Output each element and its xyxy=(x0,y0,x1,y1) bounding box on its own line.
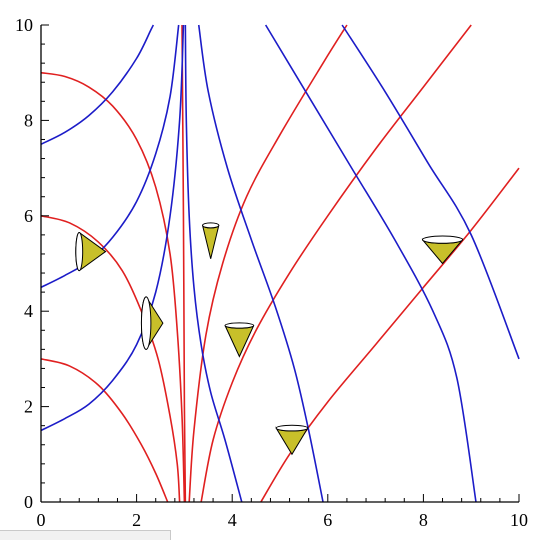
light-cone-4 xyxy=(224,322,255,358)
y-tick-label: 2 xyxy=(24,397,33,417)
x-tick-label: 4 xyxy=(228,510,237,530)
cone-body xyxy=(275,426,309,456)
red-curve-7 xyxy=(260,167,520,503)
x-tick-label: 0 xyxy=(37,510,46,530)
cone-rim xyxy=(75,231,84,272)
cone-rim xyxy=(224,322,255,329)
y-tick-label: 10 xyxy=(15,15,33,35)
cone-rim xyxy=(202,222,220,229)
x-tick-label: 8 xyxy=(419,510,428,530)
cone-body xyxy=(224,325,255,358)
red-curve-3 xyxy=(40,358,169,503)
y-tick-label: 0 xyxy=(24,492,33,512)
y-tick-label: 8 xyxy=(24,110,33,130)
light-cone-1 xyxy=(75,231,107,272)
red-curve-1 xyxy=(40,71,186,503)
blue-curve-9 xyxy=(40,24,180,289)
blue-curve-12 xyxy=(197,24,324,503)
red-curve-6 xyxy=(200,24,472,503)
y-ticks-group: 0 2 4 6 8 10 xyxy=(15,15,49,512)
cone-rim xyxy=(140,296,152,350)
cone-rim xyxy=(275,424,309,432)
cone-rim xyxy=(421,235,464,244)
blue-curve-14 xyxy=(341,24,520,360)
curves-group xyxy=(40,24,520,503)
red-curve-5 xyxy=(188,24,348,503)
light-cone-2 xyxy=(140,296,164,350)
x-tick-label: 6 xyxy=(323,510,332,530)
x-ticks-group: 0 2 4 6 8 10 xyxy=(37,494,528,530)
axes-group: 0 2 4 6 8 10 0 2 4 6 8 10 xyxy=(15,15,528,530)
blue-curve-8 xyxy=(40,24,155,145)
y-tick-label: 6 xyxy=(24,206,33,226)
blue-curve-10 xyxy=(40,24,185,432)
cones-group xyxy=(75,222,464,456)
cone-body xyxy=(202,225,220,259)
red-curve-4 xyxy=(181,24,187,503)
y-tick-label: 4 xyxy=(24,301,33,321)
blue-curve-13 xyxy=(264,24,477,503)
light-cone-6 xyxy=(421,235,464,265)
red-curve-2 xyxy=(40,215,181,503)
light-cone-5 xyxy=(275,424,309,456)
status-strip xyxy=(0,530,171,540)
x-tick-label: 10 xyxy=(510,510,528,530)
x-tick-label: 2 xyxy=(132,510,141,530)
light-cone-3 xyxy=(202,222,220,259)
blue-curve-11 xyxy=(184,24,243,503)
